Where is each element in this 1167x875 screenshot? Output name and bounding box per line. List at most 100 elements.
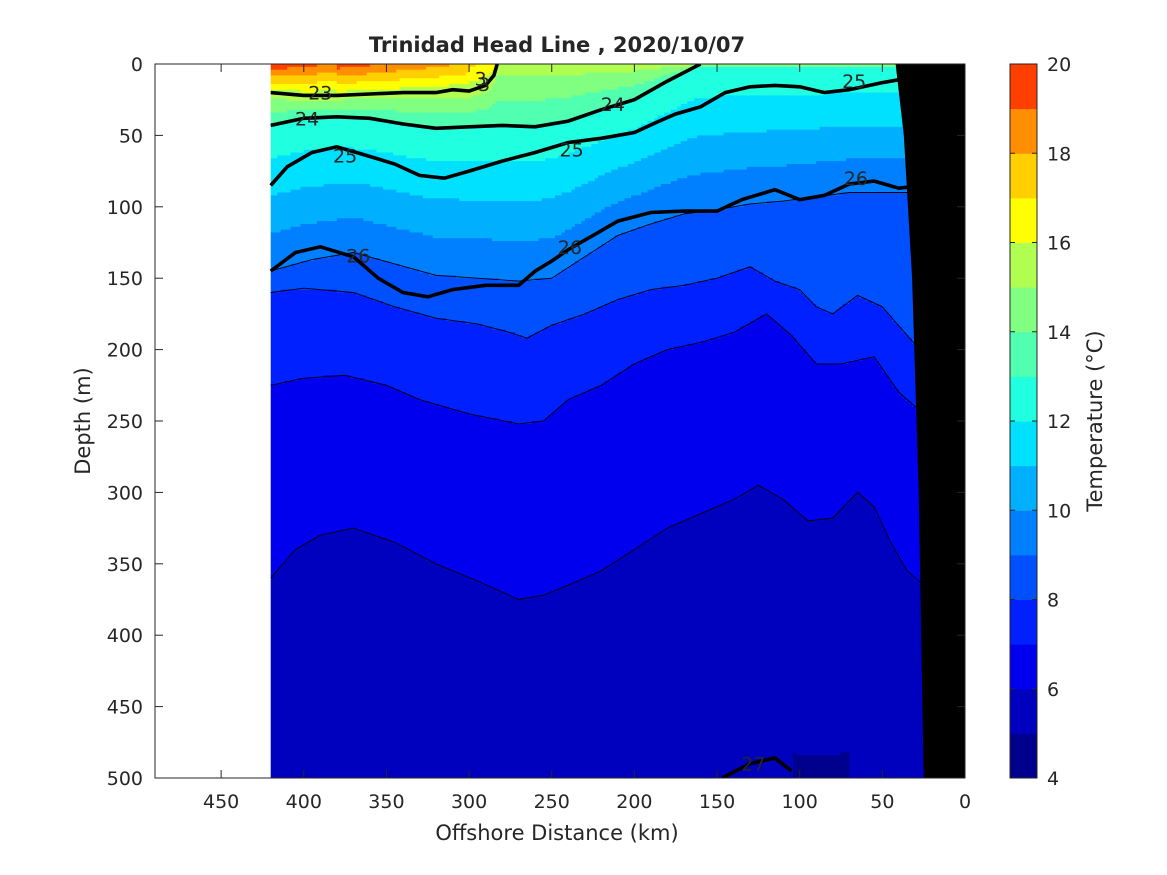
temperature-cell — [799, 292, 804, 348]
temperature-cell — [783, 201, 788, 285]
temperature-cell — [637, 98, 642, 128]
temperature-cell — [472, 201, 477, 239]
temperature-cell — [670, 286, 675, 351]
temperature-cell — [488, 201, 493, 239]
temperature-cell — [426, 560, 431, 778]
temperature-cell — [753, 486, 758, 778]
temperature-cell — [280, 229, 285, 268]
temperature-cell — [416, 312, 421, 399]
temperature-cell — [359, 255, 364, 296]
temperature-cell — [495, 101, 500, 125]
temperature-cell — [888, 543, 893, 778]
temperature-cell — [538, 201, 543, 239]
temperature-cell — [469, 323, 473, 416]
temperature-cell — [839, 161, 844, 194]
temperature-cell — [842, 66, 847, 94]
temperature-cell — [422, 78, 427, 88]
temperature-cell — [611, 135, 616, 171]
temperature-cell — [859, 298, 864, 362]
temperature-cell — [796, 95, 801, 131]
temperature-cell — [776, 129, 781, 168]
temperature-cell — [912, 578, 917, 778]
temperature-cell — [793, 66, 797, 97]
temperature-cell — [432, 98, 437, 114]
temperature-cell — [293, 66, 298, 77]
temperature-cell — [872, 303, 877, 359]
temperature-cell — [555, 75, 559, 99]
temperature-cell — [426, 98, 431, 114]
temperature-cell — [690, 101, 695, 139]
temperature-cell — [740, 64, 745, 68]
temperature-cell — [383, 152, 388, 191]
temperature-cell — [845, 503, 850, 753]
temperature-cell — [829, 66, 834, 94]
temperature-cell — [617, 72, 622, 88]
temperature-cell — [482, 126, 487, 162]
temperature-cell — [495, 589, 500, 778]
temperature-cell — [439, 406, 444, 568]
temperature-cell — [819, 64, 824, 68]
temperature-cell — [611, 106, 616, 136]
temperature-cell — [654, 69, 659, 79]
temperature-cell — [472, 415, 477, 582]
temperature-cell — [336, 183, 341, 219]
temperature-cell — [409, 552, 414, 778]
temperature-cell — [472, 323, 477, 416]
temperature-cell — [277, 569, 282, 778]
temperature-cell — [693, 343, 698, 516]
temperature-cell — [376, 64, 381, 74]
temperature-cell — [366, 149, 371, 185]
temperature-cell — [379, 223, 384, 262]
temperature-cell — [720, 95, 725, 136]
temperature-cell — [693, 283, 698, 345]
temperature-cell — [687, 64, 692, 68]
temperature-cell — [832, 64, 837, 68]
temperature-cell — [855, 92, 860, 128]
temperature-cell — [277, 269, 282, 294]
temperature-cell — [892, 321, 897, 388]
temperature-cell — [280, 98, 285, 114]
temperature-cell — [521, 161, 526, 202]
temperature-cell — [793, 752, 797, 778]
temperature-cell — [475, 109, 480, 128]
temperature-cell — [657, 152, 662, 188]
temperature-cell — [806, 66, 811, 97]
temperature-cell — [535, 161, 540, 202]
temperature-cell — [366, 183, 371, 222]
temperature-cell — [660, 183, 665, 222]
temperature-cell — [674, 78, 678, 111]
temperature-cell — [515, 598, 520, 778]
temperature-cell — [799, 66, 804, 97]
temperature-cell — [300, 118, 305, 154]
temperature-cell — [882, 192, 887, 311]
temperature-cell — [720, 172, 725, 211]
temperature-cell — [412, 78, 417, 88]
temperature-cell — [462, 278, 467, 322]
temperature-cell — [445, 126, 450, 162]
temperature-cell — [743, 64, 748, 68]
temperature-cell — [369, 64, 374, 74]
temperature-cell — [521, 64, 526, 77]
temperature-cell — [822, 95, 827, 128]
temperature-cell — [786, 66, 791, 97]
temperature-cell — [336, 75, 341, 85]
temperature-cell — [307, 223, 311, 262]
temperature-cell — [660, 221, 665, 288]
temperature-cell — [882, 158, 887, 194]
temperature-cell — [617, 103, 622, 134]
temperature-cell — [495, 161, 500, 202]
temperature-cell — [300, 101, 305, 111]
temperature-cell — [313, 258, 318, 291]
temperature-cell — [852, 126, 857, 159]
temperature-cell — [340, 109, 345, 119]
temperature-cell — [545, 278, 550, 328]
temperature-cell — [859, 192, 864, 299]
y-tick-label: 300 — [107, 482, 143, 504]
temperature-cell — [383, 64, 388, 74]
temperature-cell — [330, 81, 335, 91]
temperature-cell — [333, 64, 338, 74]
temperature-cell — [399, 266, 404, 311]
temperature-cell — [287, 101, 292, 111]
temperature-cell — [479, 95, 483, 111]
temperature-cell — [531, 241, 536, 282]
